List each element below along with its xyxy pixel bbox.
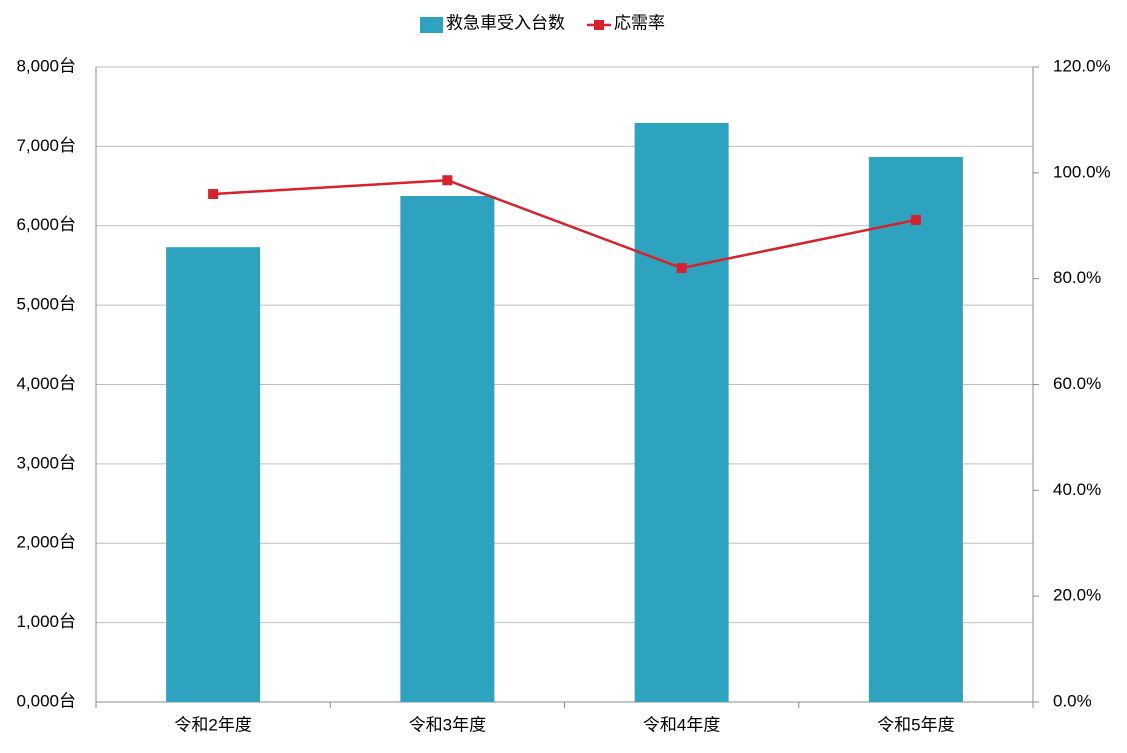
bar <box>166 247 261 702</box>
line-marker <box>208 189 219 199</box>
y-tick-label: 2,000台 <box>16 533 76 552</box>
bar <box>400 195 495 702</box>
legend-swatch <box>420 17 443 33</box>
y-tick-label: 5,000台 <box>16 295 76 314</box>
legend-marker <box>594 20 604 30</box>
y-tick-label: 8,000台 <box>16 56 76 75</box>
y2-tick-label: 20.0% <box>1053 586 1101 605</box>
x-tick-label: 令和4年度 <box>643 715 720 734</box>
line <box>213 178 917 270</box>
y-tick-label: 4,000台 <box>16 374 76 393</box>
x-tick-label: 令和3年度 <box>409 715 486 734</box>
y-tick-label: 3,000台 <box>16 453 76 472</box>
legend-label: 救急車受入台数 <box>446 13 565 32</box>
y-tick-label: 0,000台 <box>16 691 76 710</box>
y-tick-label: 6,000台 <box>16 215 76 234</box>
line-marker <box>910 214 921 225</box>
y-tick-label: 1,000台 <box>16 612 76 631</box>
x-tick-label: 令和2年度 <box>174 715 251 734</box>
y2-tick-label: 60.0% <box>1053 374 1101 393</box>
y2-tick-label: 100.0% <box>1053 162 1111 181</box>
y2-tick-label: 120.0% <box>1053 56 1111 75</box>
bar <box>868 157 963 703</box>
legend-label: 応需率 <box>614 13 665 32</box>
y2-tick-label: 40.0% <box>1053 480 1101 499</box>
y2-tick-label: 80.0% <box>1053 268 1101 287</box>
y-tick-label: 7,000台 <box>16 136 76 155</box>
x-tick-label: 令和5年度 <box>877 715 954 734</box>
y2-tick-label: 0.0% <box>1053 691 1092 710</box>
bar <box>634 122 729 703</box>
line-marker <box>442 175 453 186</box>
line-marker <box>676 263 687 274</box>
